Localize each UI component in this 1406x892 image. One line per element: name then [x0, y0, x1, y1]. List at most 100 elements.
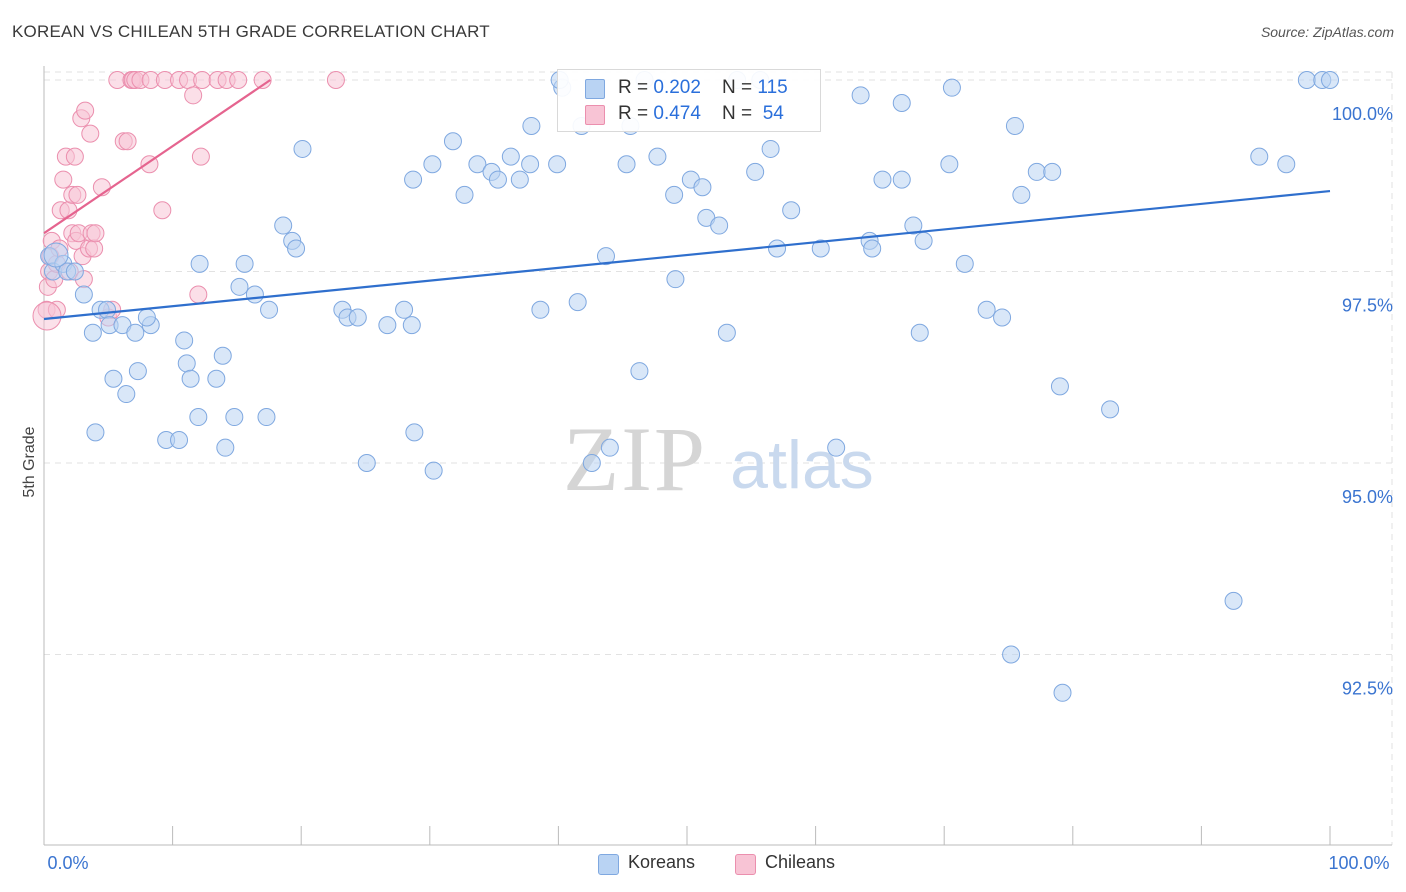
- koreans-point: [175, 331, 194, 350]
- koreans-point: [293, 139, 312, 158]
- koreans-point: [235, 254, 254, 273]
- koreans-point: [1043, 162, 1062, 181]
- koreans-point: [617, 155, 636, 174]
- koreans-point: [582, 454, 601, 472]
- koreans-point: [892, 170, 911, 189]
- legend-label-koreans: Koreans: [628, 852, 696, 872]
- koreans-point: [710, 216, 729, 235]
- y-axis-label: 5th Grade: [21, 426, 38, 497]
- koreans-point: [424, 461, 443, 480]
- koreans-point: [942, 78, 961, 97]
- koreans-point: [811, 239, 830, 258]
- koreans-point: [378, 316, 397, 335]
- koreans-point: [225, 408, 244, 427]
- koreans-points: [40, 71, 1339, 702]
- watermark-atlas: atlas: [730, 427, 874, 503]
- koreans-point: [1027, 162, 1046, 181]
- koreans-point: [914, 231, 933, 250]
- koreans-point: [348, 308, 367, 327]
- koreans-point: [177, 354, 196, 373]
- koreans-trend-line: [43, 189, 1331, 321]
- koreans-point: [404, 170, 423, 189]
- koreans-point: [955, 254, 974, 273]
- chileans-point: [326, 71, 345, 89]
- chileans-swatch: [585, 105, 605, 125]
- chileans-point: [229, 71, 248, 89]
- koreans-point: [782, 201, 801, 220]
- r-label: R =: [618, 77, 654, 98]
- axes: [43, 66, 1392, 846]
- n-value: 115: [757, 77, 788, 98]
- y-tick-label: 100.0%: [1332, 104, 1393, 124]
- koreans-point: [126, 323, 145, 342]
- koreans-point: [873, 170, 892, 189]
- koreans-point: [357, 454, 376, 472]
- chileans-point: [184, 86, 203, 105]
- chileans-point: [191, 147, 210, 166]
- x-tick-label-min: 0.0%: [47, 853, 88, 873]
- koreans-point: [863, 239, 882, 258]
- chileans-point: [189, 285, 208, 304]
- koreans-point: [993, 308, 1012, 327]
- series-legend: Koreans Chileans: [0, 852, 1406, 876]
- y-tick-label: 97.5%: [1342, 296, 1393, 316]
- chileans-point: [76, 101, 95, 120]
- chileans-point: [118, 132, 137, 151]
- koreans-point: [665, 185, 684, 204]
- koreans-point: [86, 423, 105, 442]
- x-tick-label-max: 100.0%: [1328, 853, 1389, 873]
- koreans-point: [600, 438, 619, 457]
- chart-title: KOREAN VS CHILEAN 5TH GRADE CORRELATION …: [12, 22, 490, 41]
- koreans-point: [521, 155, 540, 174]
- koreans-point: [510, 170, 529, 189]
- koreans-point: [423, 155, 442, 174]
- koreans-point: [468, 155, 487, 174]
- koreans-point: [287, 239, 306, 258]
- koreans-point: [746, 162, 765, 181]
- koreans-point: [851, 86, 870, 105]
- legend-label-chileans: Chileans: [765, 852, 836, 872]
- koreans-point: [568, 293, 587, 312]
- koreans-point: [207, 369, 226, 388]
- chileans-point: [68, 185, 87, 204]
- koreans-point: [1012, 185, 1031, 204]
- koreans-point: [443, 132, 462, 151]
- koreans-point: [216, 438, 235, 457]
- chileans-point: [81, 124, 100, 143]
- koreans-point: [1050, 377, 1069, 396]
- koreans-point: [596, 247, 615, 266]
- chileans-point: [153, 201, 172, 220]
- koreans-point: [260, 300, 279, 319]
- koreans-point: [488, 170, 507, 189]
- koreans-point: [128, 362, 147, 381]
- koreans-point: [531, 300, 550, 319]
- koreans-point: [717, 323, 736, 342]
- koreans-point: [1224, 591, 1243, 610]
- koreans-point: [648, 147, 667, 166]
- koreans-point: [666, 270, 685, 289]
- koreans-point: [170, 431, 189, 450]
- gridlines: [44, 71, 1393, 845]
- chileans-points: [32, 71, 345, 331]
- y-tick-label: 92.5%: [1342, 679, 1393, 699]
- chileans-legend-swatch: [735, 854, 756, 875]
- koreans-point: [405, 423, 424, 442]
- koreans-point: [189, 408, 208, 427]
- koreans-point: [230, 277, 249, 296]
- koreans-point: [1002, 645, 1021, 664]
- chileans-point: [32, 301, 62, 331]
- koreans-point: [104, 369, 123, 388]
- chileans-point: [65, 147, 84, 166]
- n-value: 54: [757, 103, 784, 124]
- koreans-point: [827, 438, 846, 457]
- source-attribution: Source: ZipAtlas.com: [1260, 24, 1394, 40]
- koreans-point: [181, 369, 200, 388]
- n-label: N =: [722, 103, 758, 124]
- koreans-point: [98, 300, 117, 319]
- koreans-point: [910, 323, 929, 342]
- koreans-point: [83, 323, 102, 342]
- koreans-point: [501, 147, 520, 166]
- koreans-point: [630, 362, 649, 381]
- koreans-swatch: [585, 79, 605, 99]
